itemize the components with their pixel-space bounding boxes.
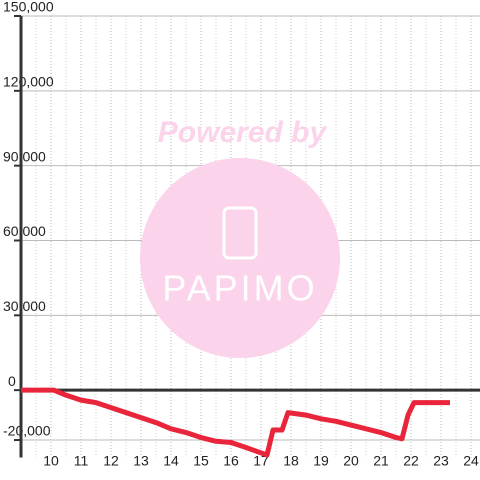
x-tick-label: 12 — [103, 453, 119, 469]
y-tick-label: -20,000 — [3, 423, 51, 439]
x-tick-label: 16 — [223, 453, 239, 469]
watermark-logo: PAPIMO — [162, 268, 317, 309]
x-tick-label: 18 — [283, 453, 299, 469]
y-tick-label: 120,000 — [3, 74, 54, 90]
y-tick-label: 0 — [8, 373, 16, 389]
watermark: Powered by PAPIMO — [140, 116, 340, 358]
x-tick-label: 15 — [193, 453, 209, 469]
y-tick-label: 90,000 — [3, 148, 46, 164]
x-tick-label: 10 — [43, 453, 59, 469]
y-tick-label: 150,000 — [3, 0, 54, 15]
x-tick-label: 19 — [313, 453, 329, 469]
x-tick-label: 11 — [74, 453, 89, 469]
x-tick-label: 22 — [403, 453, 419, 469]
x-tick-label: 13 — [133, 453, 149, 469]
x-tick-label: 14 — [163, 453, 179, 469]
series-line — [21, 387, 450, 458]
x-tick-label: 24 — [463, 453, 479, 469]
x-tick-label: 21 — [373, 453, 389, 469]
y-tick-label: 60,000 — [3, 223, 46, 239]
watermark-text: Powered by — [158, 116, 328, 149]
x-tick-label: 20 — [343, 453, 359, 469]
x-tick-label: 23 — [433, 453, 449, 469]
y-tick-label: 30,000 — [3, 298, 46, 314]
phone-icon — [222, 206, 258, 260]
